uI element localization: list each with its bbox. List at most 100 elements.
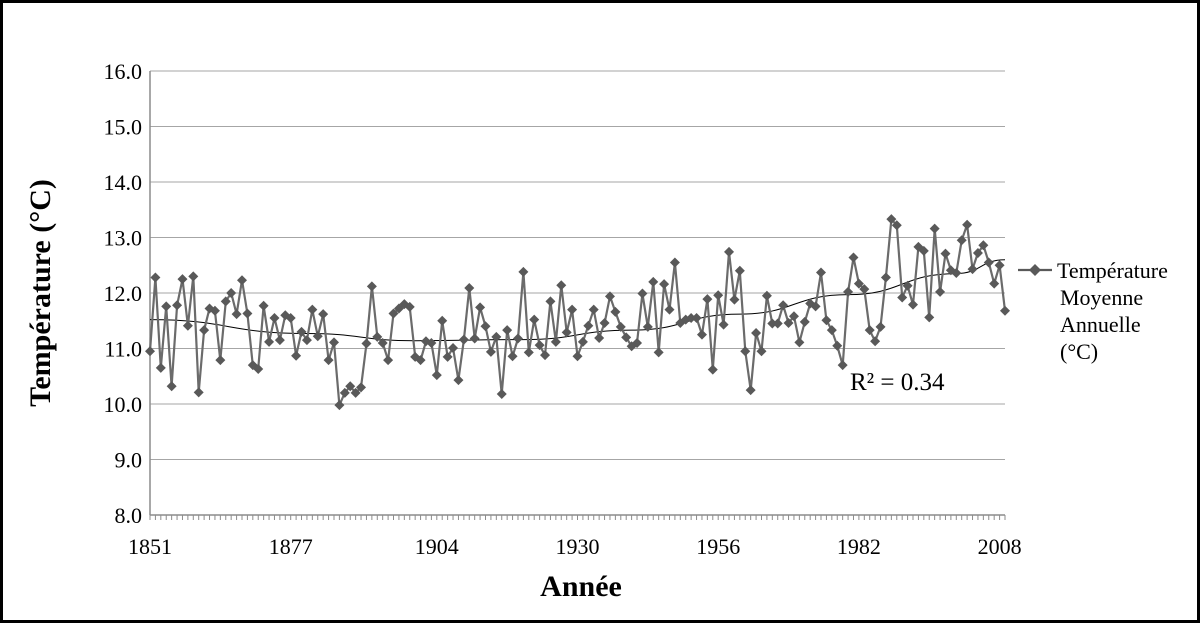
legend-marker-sample <box>1029 264 1041 276</box>
data-point-marker <box>864 325 875 336</box>
data-point-marker <box>848 252 859 263</box>
data-point-marker <box>567 304 578 315</box>
data-point-marker <box>908 299 919 310</box>
y-tick-label: 8.0 <box>115 503 143 528</box>
data-point-marker <box>274 335 285 346</box>
data-point-marker <box>648 276 659 287</box>
data-point-marker <box>247 360 258 371</box>
data-point-marker <box>464 283 475 294</box>
data-point-marker <box>383 355 394 366</box>
data-point-marker <box>686 312 697 323</box>
data-point-marker <box>334 400 345 411</box>
data-point-marker <box>480 321 491 332</box>
y-tick-label: 11.0 <box>104 337 142 362</box>
data-point-marker <box>729 294 740 305</box>
data-point-marker <box>956 235 967 246</box>
data-point-marker <box>1000 305 1010 316</box>
data-point-marker <box>594 332 605 343</box>
data-point-marker <box>794 337 805 348</box>
data-point-marker <box>540 350 551 361</box>
data-point-marker <box>512 333 523 344</box>
data-point-marker <box>177 274 188 285</box>
data-point-marker <box>301 335 312 346</box>
data-point-marker <box>615 321 626 332</box>
data-point-marker <box>632 337 643 348</box>
data-point-marker <box>751 327 762 338</box>
data-point-marker <box>361 338 372 349</box>
data-point-marker <box>496 389 507 400</box>
data-point-marker <box>821 315 832 326</box>
data-point-marker <box>345 381 356 392</box>
data-point-marker <box>155 362 166 373</box>
data-point-marker <box>756 346 767 357</box>
data-point-marker <box>951 268 962 279</box>
data-point-marker <box>312 331 323 342</box>
data-point-marker <box>696 329 707 340</box>
data-point-marker <box>523 347 534 358</box>
data-point-marker <box>242 308 253 319</box>
data-point-marker <box>788 311 799 322</box>
data-point-marker <box>978 240 989 251</box>
x-tick-label: 1904 <box>415 534 459 559</box>
data-point-marker <box>475 302 486 313</box>
y-axis-title: Température (°C) <box>24 179 57 407</box>
data-point-marker <box>962 219 973 230</box>
y-tick-label: 14.0 <box>104 170 143 195</box>
data-point-marker <box>231 309 242 320</box>
data-point-marker <box>193 387 204 398</box>
data-point-marker <box>767 318 778 329</box>
data-point-marker <box>236 275 247 286</box>
data-point-marker <box>669 257 680 268</box>
data-point-marker <box>318 309 329 320</box>
data-point-marker <box>188 271 199 282</box>
y-tick-label: 9.0 <box>115 448 143 473</box>
data-point-marker <box>226 288 237 298</box>
data-point-marker <box>880 272 891 283</box>
data-point-marker <box>853 278 864 289</box>
data-point-marker <box>458 334 469 345</box>
data-point-marker <box>707 364 718 375</box>
data-point-marker <box>550 336 561 347</box>
data-point-marker <box>502 325 513 336</box>
data-point-marker <box>778 300 789 311</box>
data-point-marker <box>323 355 334 366</box>
x-tick-label: 1877 <box>269 534 313 559</box>
legend-label: Température Moyenne Annuelle (°C) <box>1057 258 1168 364</box>
data-point-marker <box>870 336 881 347</box>
data-point-marker <box>761 290 772 301</box>
data-point-marker <box>220 296 231 307</box>
data-point-marker <box>199 325 210 336</box>
data-point-marker <box>366 281 377 292</box>
data-point-marker <box>886 214 897 225</box>
data-point-marker <box>702 294 713 305</box>
x-tick-label: 2008 <box>978 534 1022 559</box>
data-point-marker <box>902 280 913 291</box>
data-point-marker <box>918 245 929 256</box>
data-point-marker <box>253 364 264 375</box>
data-point-marker <box>377 337 388 348</box>
data-point-marker <box>897 292 908 303</box>
data-point-marker <box>507 351 518 362</box>
data-point-marker <box>745 385 756 396</box>
data-point-marker <box>328 337 339 348</box>
data-point-marker <box>556 280 567 291</box>
data-point-marker <box>209 305 220 316</box>
data-point-marker <box>534 340 545 351</box>
data-point-marker <box>561 327 572 338</box>
y-tick-label: 12.0 <box>104 281 143 306</box>
data-point-marker <box>783 317 794 328</box>
data-point-marker <box>545 296 556 307</box>
data-point-marker <box>924 312 935 323</box>
data-point-marker <box>572 351 583 362</box>
data-point-marker <box>356 382 367 393</box>
data-point-marker <box>485 346 496 357</box>
y-tick-label: 16.0 <box>104 59 143 84</box>
data-point-marker <box>967 264 978 275</box>
data-point-marker <box>307 304 318 315</box>
data-point-marker <box>875 321 886 332</box>
data-point-marker <box>940 248 951 259</box>
series-markers <box>145 214 1010 411</box>
data-point-marker <box>691 312 702 323</box>
x-tick-label: 1982 <box>837 534 881 559</box>
